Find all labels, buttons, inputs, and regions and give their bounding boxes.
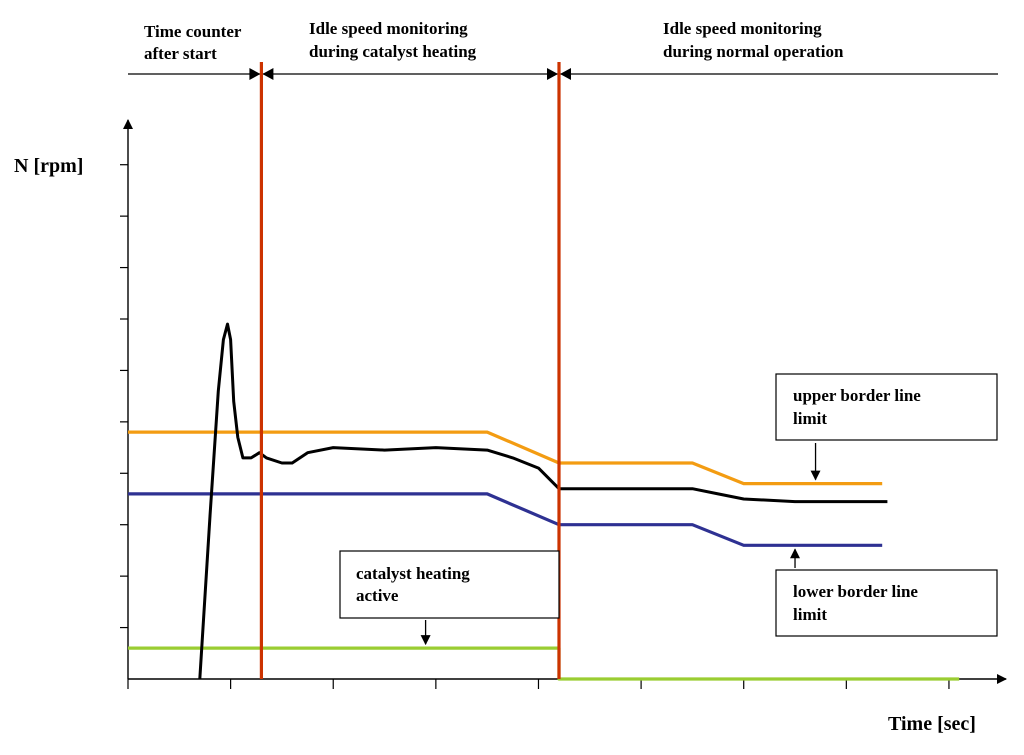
annotation-catalyst-box: [339, 550, 560, 619]
annotation-upper-box: [775, 373, 998, 441]
y-axis-ticks: [120, 164, 128, 629]
phase-arrow-right-2: [547, 68, 558, 80]
phase-arrows: [249, 68, 571, 80]
series-group: [128, 322, 960, 681]
phase-arrow-left-1: [262, 68, 274, 80]
annotation-catalyst-heating: catalyst heating active: [339, 550, 560, 646]
phase-timeline: Time counter after start Idle speed moni…: [128, 19, 998, 80]
phase-3-label: Idle speed monitoring during normal oper…: [663, 19, 844, 61]
x-axis-ticks: [127, 679, 950, 689]
series-line-lower-border-line-limit: [128, 492, 883, 547]
annotation-upper-line-2: limit: [793, 409, 827, 428]
phase-1-label-line-1: Time counter: [144, 22, 242, 41]
annotation-lower-box: [775, 569, 998, 637]
y-axis-title: N [rpm]: [14, 155, 83, 177]
annotation-upper-line-1: upper border line: [793, 386, 921, 405]
annotation-catalyst-line-2: active: [356, 586, 399, 605]
phase-3-label-line-1: Idle speed monitoring: [663, 19, 822, 38]
series-line-catalyst-heating-active: [128, 646, 960, 681]
phase-arrow-left-2: [560, 68, 571, 80]
annotation-lower-line-1: lower border line: [793, 582, 918, 601]
x-axis-title: Time [sec]: [888, 713, 976, 735]
phase-1-label-line-2: after start: [144, 44, 217, 63]
phase-2-label: Idle speed monitoring during catalyst he…: [309, 19, 477, 61]
annotation-upper-text: upper border line limit: [793, 386, 925, 428]
annotation-lower-line-2: limit: [793, 605, 827, 624]
phase-2-label-line-1: Idle speed monitoring: [309, 19, 468, 38]
annotation-catalyst-text: catalyst heating active: [356, 564, 474, 605]
phase-arrow-right-1: [249, 68, 261, 80]
annotation-lower-border: lower border line limit: [775, 548, 998, 637]
axes: N [rpm] Time [sec]: [14, 119, 1007, 735]
phase-3-label-line-2: during normal operation: [663, 42, 844, 61]
phase-1-label: Time counter after start: [144, 22, 245, 63]
phase-2-label-line-2: during catalyst heating: [309, 42, 477, 61]
annotation-catalyst-line-1: catalyst heating: [356, 564, 470, 583]
series-line-upper-border-line-limit: [128, 430, 883, 486]
series-line-engine-speed: [198, 322, 888, 680]
annotation-upper-border: upper border line limit: [775, 373, 998, 481]
annotation-lower-text: lower border line limit: [793, 582, 922, 624]
